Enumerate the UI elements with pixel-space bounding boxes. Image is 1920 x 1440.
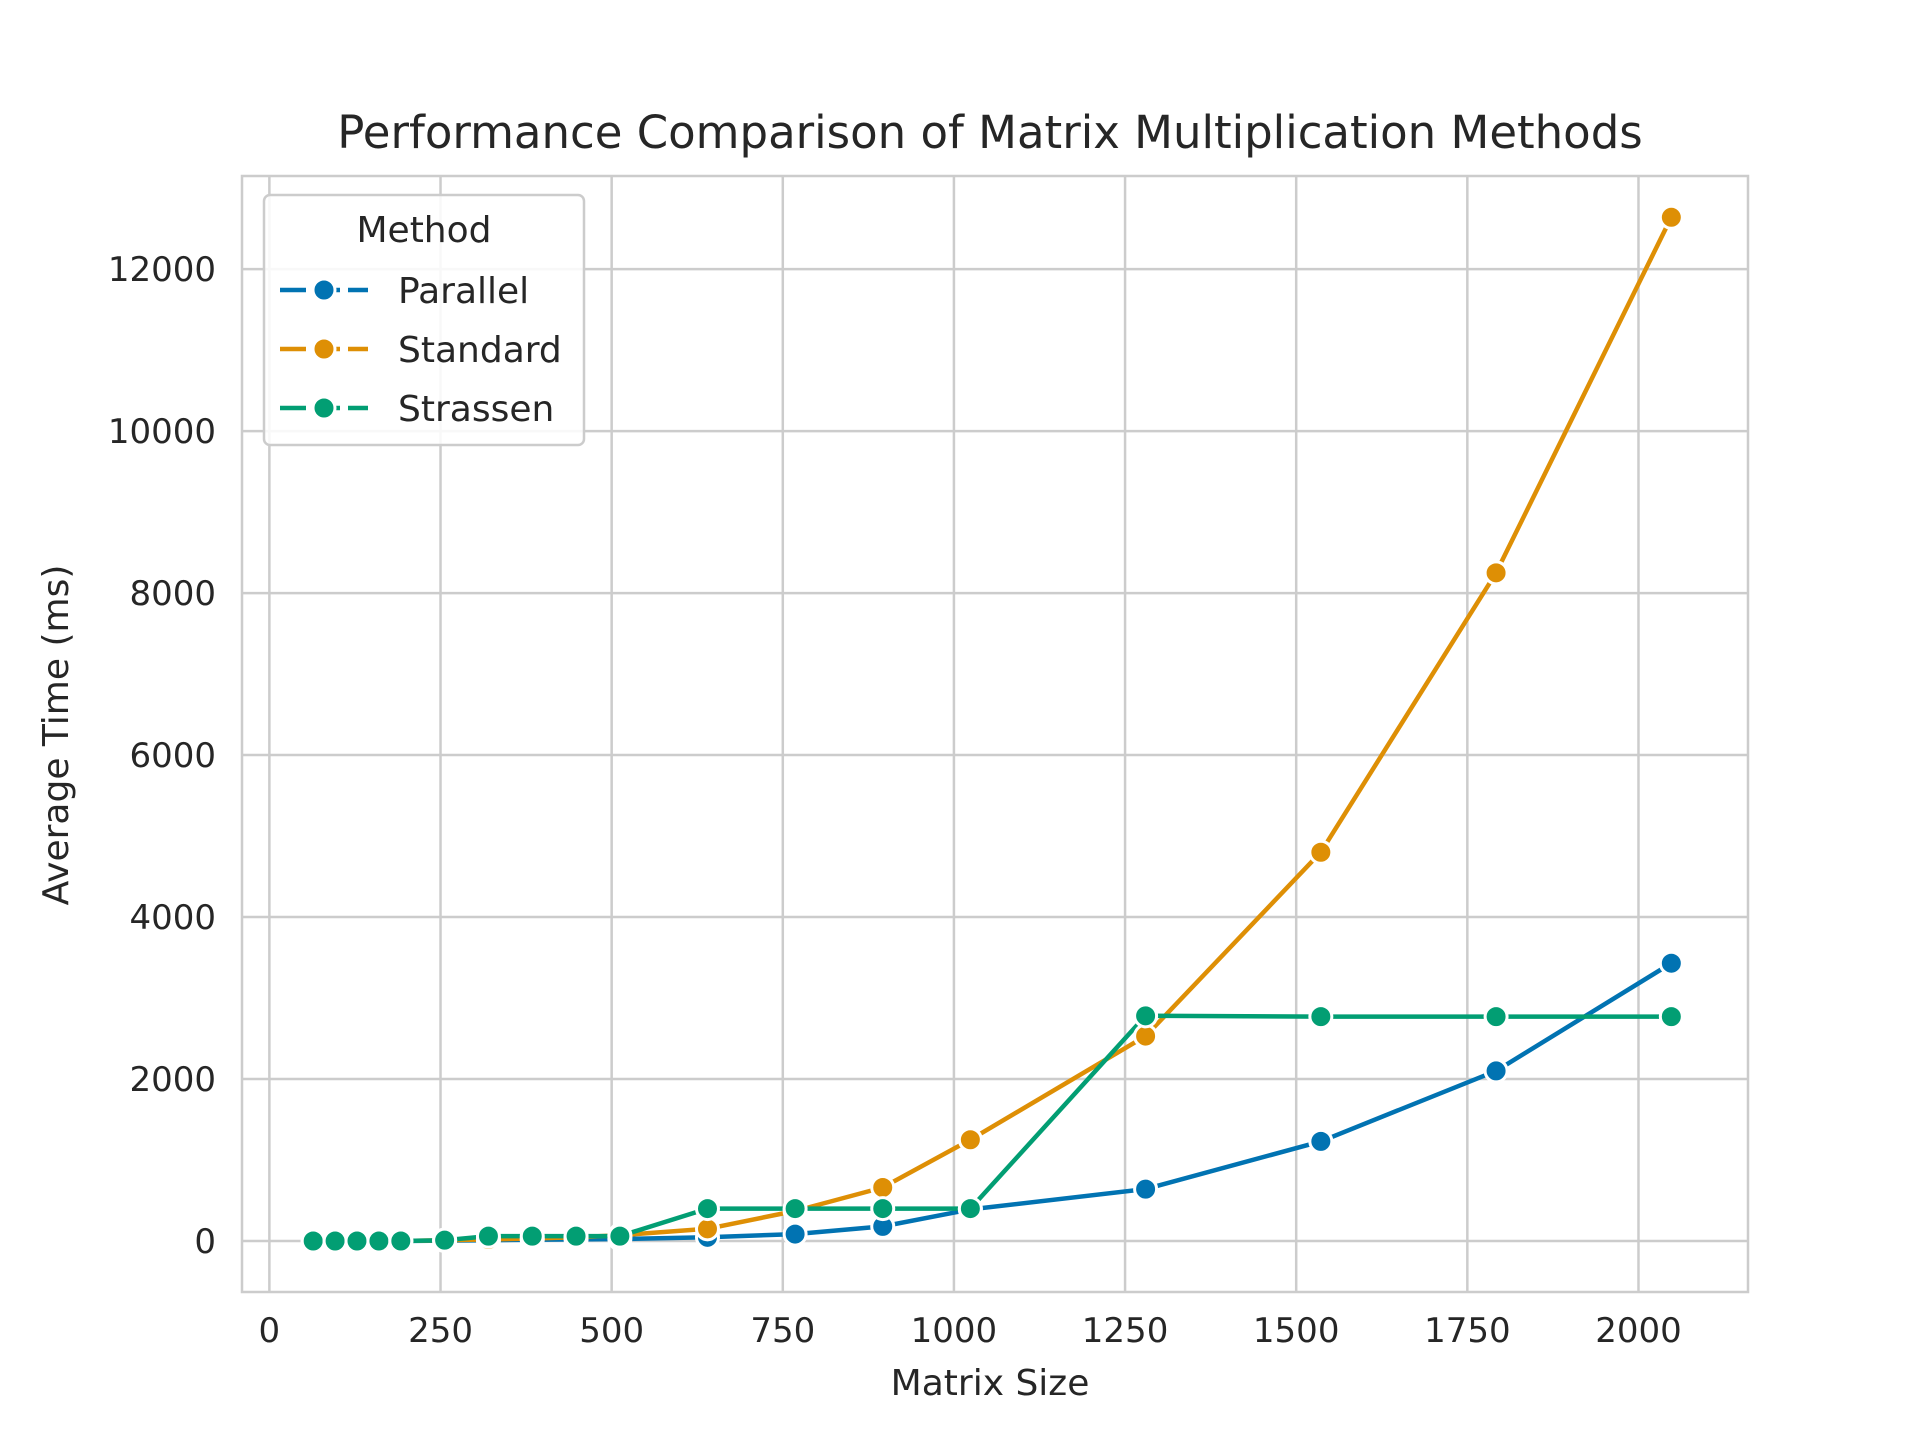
data-point-standard <box>870 1175 896 1201</box>
data-point-strassen <box>1308 1004 1334 1030</box>
x-tick-label: 250 <box>408 1311 473 1351</box>
y-tick-label: 10000 <box>108 412 216 452</box>
x-tick-label: 1000 <box>911 1311 998 1351</box>
series-points-strassen <box>300 1003 1684 1254</box>
data-point-standard <box>694 1216 720 1242</box>
legend-title: Method <box>356 210 491 251</box>
data-point-parallel <box>1308 1128 1334 1154</box>
x-tick-label: 1750 <box>1424 1311 1511 1351</box>
x-tick-label: 0 <box>259 1311 281 1351</box>
y-tick-label: 4000 <box>129 898 216 938</box>
legend-label-strassen: Strassen <box>398 389 554 430</box>
tick-labels: 0 250 500 750 1000 1250 1500 1750 2000 0 2000 4000 6… <box>108 250 1682 1351</box>
x-tick-label: 1500 <box>1253 1311 1340 1351</box>
y-tick-label: 0 <box>194 1222 216 1262</box>
data-point-strassen <box>344 1228 370 1254</box>
data-point-strassen <box>432 1227 458 1253</box>
x-tick-label: 750 <box>750 1311 815 1351</box>
y-tick-label: 12000 <box>108 250 216 290</box>
data-point-strassen <box>694 1196 720 1222</box>
data-point-strassen <box>870 1196 896 1222</box>
data-point-strassen <box>366 1228 392 1254</box>
data-point-strassen <box>1483 1004 1509 1030</box>
legend-marker-strassen <box>311 395 337 421</box>
legend-item-standard: Standard <box>280 330 562 371</box>
data-point-strassen <box>957 1196 983 1222</box>
data-point-strassen <box>563 1223 589 1249</box>
legend: Method Parallel Standard Strassen <box>262 193 586 447</box>
data-point-standard <box>1133 1023 1159 1049</box>
data-point-strassen <box>475 1223 501 1249</box>
y-tick-label: 8000 <box>129 574 216 614</box>
data-point-standard <box>957 1127 983 1153</box>
data-point-strassen <box>1658 1004 1684 1030</box>
data-point-strassen <box>1133 1003 1159 1029</box>
y-tick-label: 2000 <box>129 1060 216 1100</box>
legend-item-parallel: Parallel <box>280 271 529 312</box>
legend-entries: Parallel Standard Strassen <box>280 271 562 430</box>
chart-title: Performance Comparison of Matrix Multipl… <box>337 106 1642 159</box>
x-tick-label: 500 <box>579 1311 644 1351</box>
data-point-parallel <box>1483 1058 1509 1084</box>
legend-label-standard: Standard <box>398 330 562 371</box>
plot-frame <box>240 174 1750 1294</box>
data-point-strassen <box>519 1223 545 1249</box>
data-point-standard <box>1308 839 1334 865</box>
data-point-parallel <box>1658 950 1684 976</box>
data-point-strassen <box>300 1228 326 1254</box>
legend-label-parallel: Parallel <box>398 271 529 312</box>
y-axis-label: Average Time (ms) <box>36 565 77 906</box>
data-point-strassen <box>322 1228 348 1254</box>
data-point-strassen <box>607 1223 633 1249</box>
x-tick-label: 2000 <box>1595 1311 1682 1351</box>
legend-marker-parallel <box>311 277 337 303</box>
data-point-standard <box>1483 560 1509 586</box>
data-point-standard <box>1658 204 1684 230</box>
legend-item-strassen: Strassen <box>280 389 554 430</box>
y-tick-label: 6000 <box>129 736 216 776</box>
data-point-parallel <box>1133 1176 1159 1202</box>
series-layer <box>300 204 1684 1254</box>
data-point-parallel <box>782 1221 808 1247</box>
data-point-strassen <box>388 1228 414 1254</box>
legend-box <box>262 193 586 447</box>
x-axis-label: Matrix Size <box>891 1363 1090 1404</box>
x-tick-label: 1250 <box>1082 1311 1169 1351</box>
data-point-strassen <box>782 1196 808 1222</box>
legend-marker-standard <box>311 336 337 362</box>
grid-lines <box>242 176 1748 1292</box>
